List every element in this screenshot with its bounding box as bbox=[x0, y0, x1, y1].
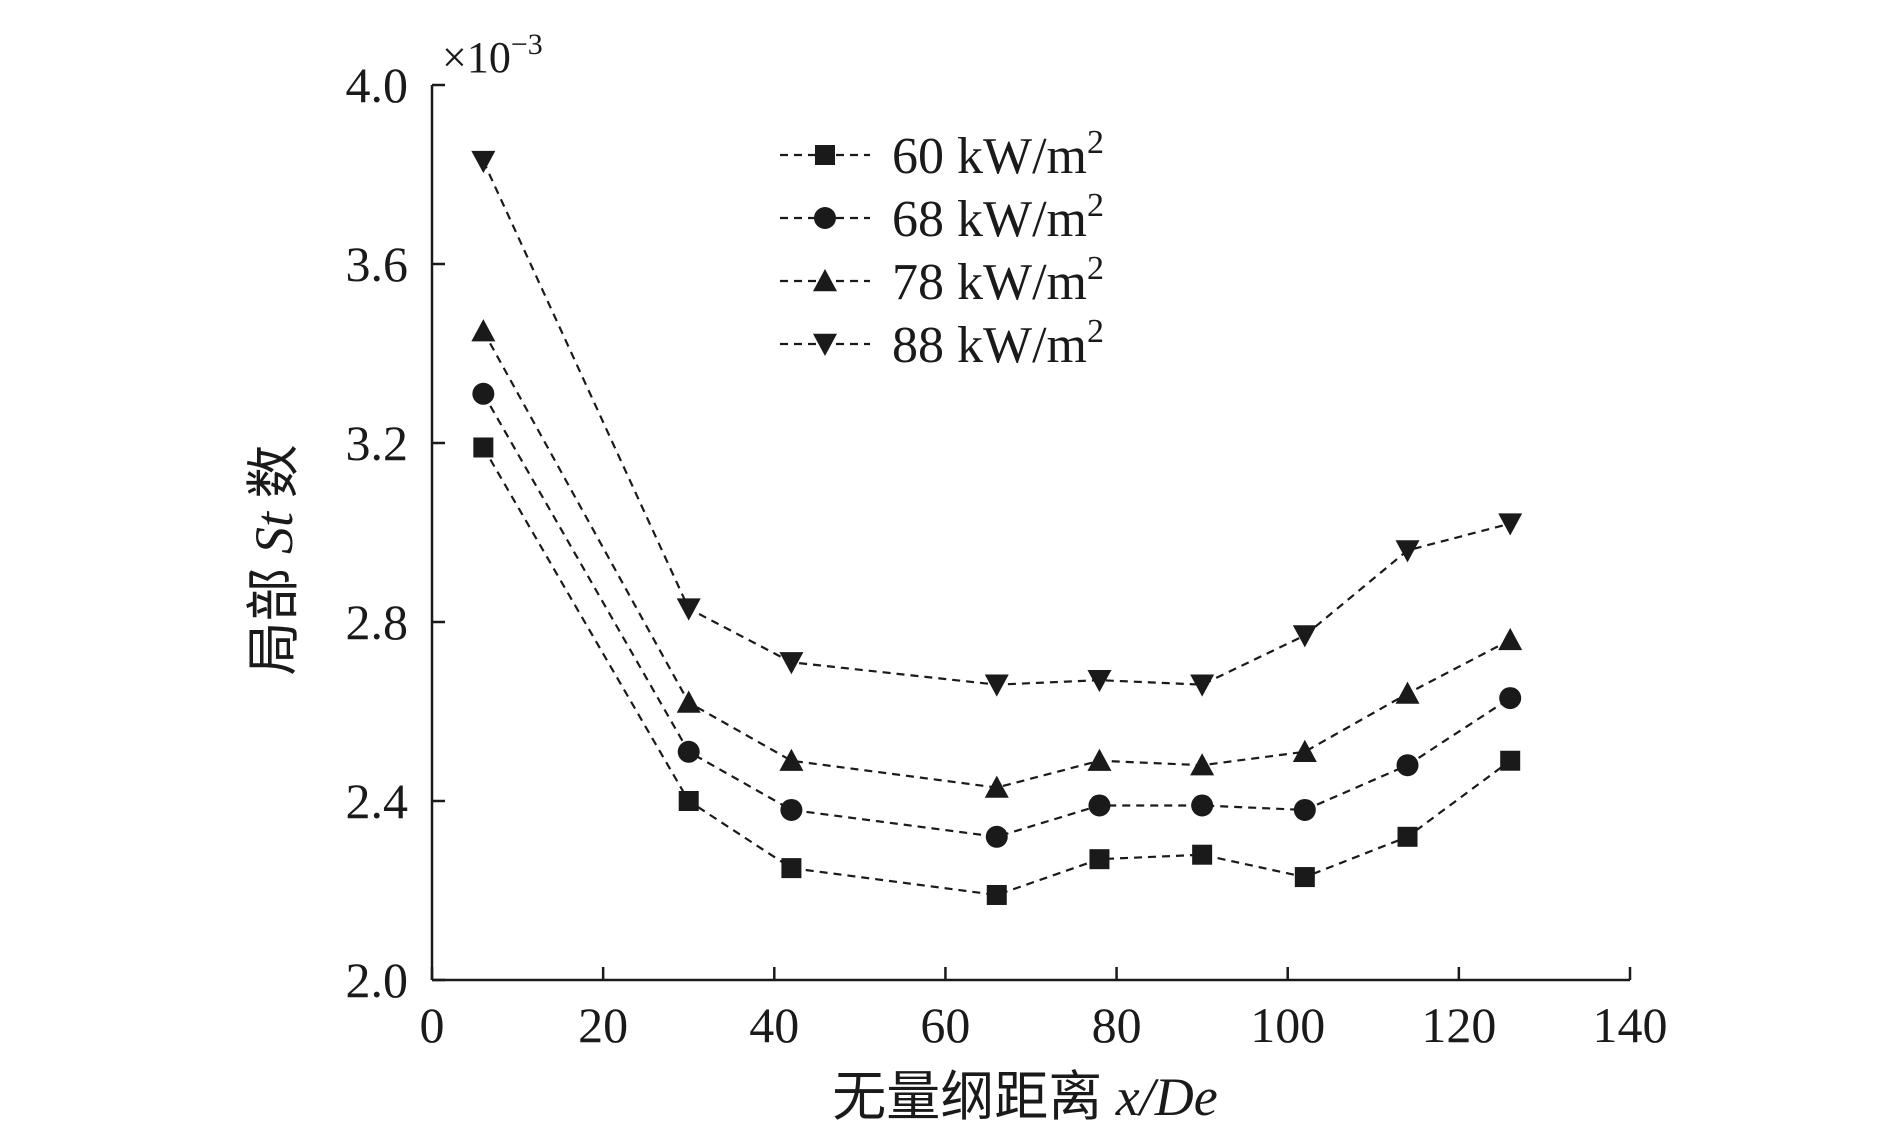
x-tick-label: 140 bbox=[1593, 997, 1668, 1053]
data-point bbox=[779, 748, 804, 771]
data-point bbox=[1498, 513, 1523, 536]
data-point bbox=[1395, 540, 1420, 563]
y-axis-variable: St bbox=[244, 510, 304, 554]
x-tick-label: 100 bbox=[1250, 997, 1325, 1053]
data-point bbox=[677, 740, 700, 763]
data-point bbox=[1293, 798, 1316, 821]
data-point bbox=[473, 437, 494, 458]
series-line bbox=[482, 330, 1511, 789]
series-3 bbox=[471, 319, 1523, 798]
series-1 bbox=[473, 437, 1521, 905]
data-point bbox=[471, 319, 496, 342]
y-axis-label: 局部 St 数 bbox=[244, 444, 304, 675]
legend-item: 78 kW/m2 bbox=[780, 250, 1104, 311]
y-tick-label: 3.2 bbox=[346, 415, 409, 471]
data-point bbox=[1498, 627, 1523, 651]
y-tick-label: 2.4 bbox=[346, 773, 409, 829]
legend-marker bbox=[813, 333, 837, 356]
data-point bbox=[1192, 844, 1213, 865]
legend-item: 88 kW/m2 bbox=[780, 313, 1104, 374]
y-tick-label: 3.6 bbox=[346, 236, 409, 292]
x-tick-label: 0 bbox=[420, 997, 445, 1053]
data-point bbox=[1087, 669, 1112, 693]
y-tick-label: 4.0 bbox=[346, 57, 409, 113]
legend-label: 88 kW/m2 bbox=[892, 313, 1104, 374]
series-2 bbox=[472, 382, 1522, 848]
data-point bbox=[471, 150, 496, 174]
legend-item: 68 kW/m2 bbox=[780, 187, 1104, 248]
data-point bbox=[676, 598, 701, 621]
data-point bbox=[1500, 750, 1521, 771]
data-point bbox=[1292, 625, 1317, 648]
series-4 bbox=[471, 150, 1523, 697]
data-point bbox=[678, 791, 699, 811]
series-layer bbox=[471, 150, 1523, 905]
data-point bbox=[779, 652, 804, 675]
data-point bbox=[780, 798, 803, 821]
series-line bbox=[482, 393, 1511, 838]
legend-marker bbox=[815, 145, 835, 165]
x-tick-label: 20 bbox=[578, 997, 628, 1053]
data-point bbox=[1397, 826, 1418, 847]
legend-label: 78 kW/m2 bbox=[892, 250, 1104, 311]
x-tick-label: 60 bbox=[920, 997, 970, 1053]
legend-item: 60 kW/m2 bbox=[780, 124, 1104, 185]
data-point bbox=[984, 674, 1009, 697]
legend-label: 60 kW/m2 bbox=[892, 124, 1104, 185]
data-point bbox=[1190, 753, 1215, 776]
data-point bbox=[1292, 739, 1317, 762]
data-point bbox=[1499, 687, 1522, 710]
data-point bbox=[984, 775, 1009, 798]
y-multiplier: ×10−3 bbox=[442, 28, 543, 82]
y-multiplier-exponent: −3 bbox=[511, 28, 543, 61]
x-tick-label: 120 bbox=[1421, 997, 1496, 1053]
data-point bbox=[985, 825, 1008, 848]
x-tick-label: 80 bbox=[1092, 997, 1142, 1053]
data-point bbox=[781, 858, 802, 879]
legend-marker bbox=[813, 269, 837, 292]
data-point bbox=[1396, 754, 1419, 777]
data-point bbox=[1395, 681, 1420, 704]
legend-marker bbox=[814, 207, 836, 229]
data-point bbox=[1087, 748, 1112, 771]
data-point bbox=[1088, 794, 1111, 817]
data-point bbox=[1191, 794, 1214, 817]
data-point bbox=[1190, 674, 1215, 697]
axes: 0 20 40 60 80 100 120 140 2.0 2.4 2.8 3.2 3.6 4.0 bbox=[346, 57, 1668, 1053]
data-point bbox=[676, 690, 701, 713]
y-tick-label: 2.8 bbox=[346, 594, 409, 650]
data-point bbox=[986, 884, 1007, 905]
data-point bbox=[1089, 849, 1110, 870]
legend-label: 68 kW/m2 bbox=[892, 187, 1104, 248]
data-point bbox=[472, 382, 495, 405]
data-point bbox=[1294, 867, 1315, 888]
x-axis-variable: x/De bbox=[1115, 1067, 1218, 1127]
x-axis-label: 无量纲距离 x/De bbox=[832, 1067, 1217, 1127]
x-tick-label: 40 bbox=[749, 997, 799, 1053]
y-tick-label: 2.0 bbox=[346, 952, 409, 1008]
